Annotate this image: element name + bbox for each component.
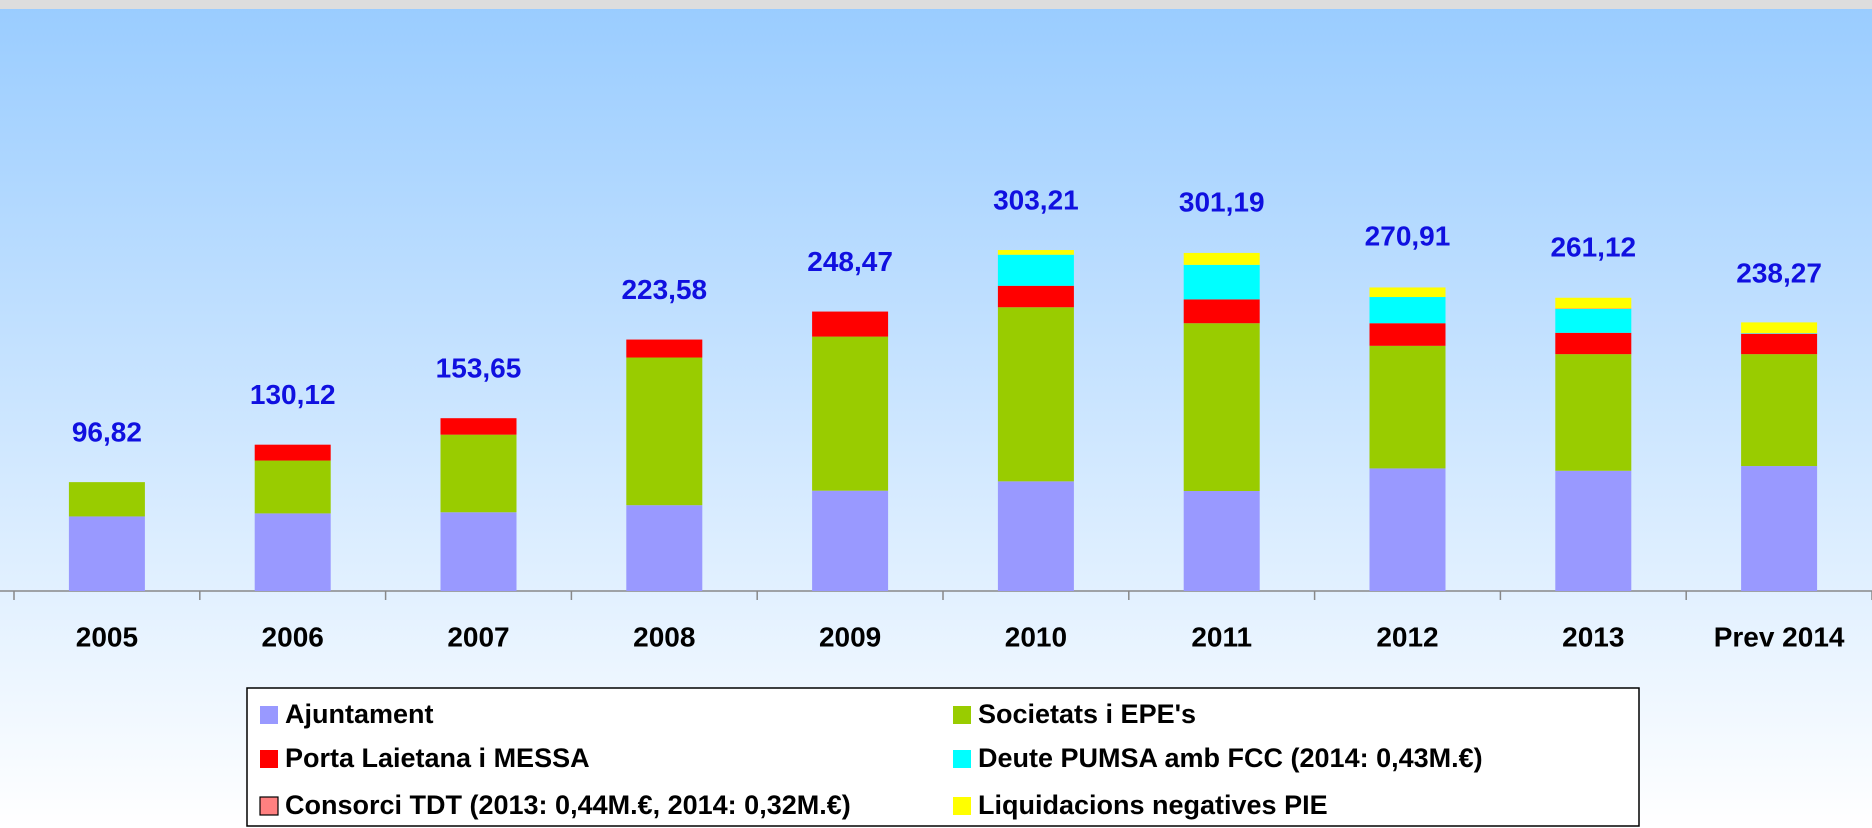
total-label: 130,12 <box>250 379 336 410</box>
bar-segment <box>440 434 517 513</box>
x-tick-label: Prev 2014 <box>1714 621 1845 652</box>
bar-segment <box>254 513 331 591</box>
legend-label: Deute PUMSA amb FCC (2014: 0,43M.€) <box>978 743 1483 773</box>
x-tick-label: 2012 <box>1376 621 1438 652</box>
bar-segment <box>1369 297 1446 324</box>
bar-segment <box>1369 468 1446 591</box>
bar-segment <box>812 336 889 491</box>
legend-box <box>246 687 1640 827</box>
bar-segment <box>1741 333 1818 355</box>
bar-segment <box>1555 470 1632 591</box>
x-tick-label: 2009 <box>819 621 881 652</box>
bar-segment <box>812 311 889 337</box>
x-tick-label: 2013 <box>1562 621 1624 652</box>
bar-segment <box>997 285 1074 308</box>
x-tick-label: 2008 <box>633 621 695 652</box>
bar-segment <box>68 516 145 591</box>
legend-swatch <box>953 706 971 724</box>
bar-segment <box>997 307 1074 482</box>
bar-segment <box>254 444 331 461</box>
total-label: 303,21 <box>993 184 1079 215</box>
bar-segment <box>626 357 703 506</box>
total-label: 223,58 <box>621 274 707 305</box>
legend-swatch <box>260 706 278 724</box>
legend-label: Liquidacions negatives PIE <box>978 790 1328 820</box>
top-strip <box>0 0 1872 9</box>
bar-segment <box>1741 354 1818 467</box>
bar-segment <box>1555 308 1632 333</box>
total-label: 270,91 <box>1365 221 1451 252</box>
bar-segment <box>1183 299 1260 324</box>
bar-segment <box>1369 323 1446 346</box>
bar-segment <box>812 490 889 591</box>
legend-swatch <box>259 796 279 816</box>
bar-segment <box>1555 297 1632 309</box>
x-tick-label: 2006 <box>262 621 324 652</box>
legend-label: Porta Laietana i MESSA <box>285 743 590 773</box>
bar-segment <box>1555 354 1632 471</box>
bar-segment <box>1369 287 1446 298</box>
legend-label: Societats i EPE's <box>978 699 1196 729</box>
bar-segment <box>997 481 1074 591</box>
total-label: 248,47 <box>807 246 893 277</box>
x-tick-label: 2011 <box>1191 621 1252 652</box>
total-label: 301,19 <box>1179 187 1265 218</box>
legend-swatch <box>260 750 278 768</box>
total-label: 261,12 <box>1550 232 1636 263</box>
legend-label: Consorci TDT (2013: 0,44M.€, 2014: 0,32M… <box>285 790 851 820</box>
bar-segment <box>626 505 703 591</box>
bar-segment <box>1369 345 1446 469</box>
bar-segment <box>997 250 1074 255</box>
total-label: 153,65 <box>436 353 522 384</box>
total-label: 238,27 <box>1736 257 1822 288</box>
legend-swatch <box>953 750 971 768</box>
bar-segment <box>1183 264 1260 300</box>
bar-segment <box>1741 466 1818 591</box>
legend-swatch <box>953 797 971 815</box>
bar-segment <box>68 482 145 517</box>
bar-segment <box>254 460 331 514</box>
legend-label: Ajuntament <box>285 699 434 729</box>
total-label: 96,82 <box>72 417 142 448</box>
bar-segment <box>626 339 703 358</box>
bar-segment <box>1183 323 1260 492</box>
x-tick-label: 2007 <box>447 621 509 652</box>
bar-segment <box>1741 322 1818 334</box>
x-tick-label: 2010 <box>1005 621 1067 652</box>
bar-segment <box>1555 332 1632 355</box>
bar-segment <box>997 254 1074 286</box>
bar-segment <box>1183 491 1260 591</box>
bar-segment <box>440 512 517 591</box>
x-tick-label: 2005 <box>76 621 138 652</box>
bar-segment <box>1183 252 1260 265</box>
bar-segment <box>440 418 517 435</box>
